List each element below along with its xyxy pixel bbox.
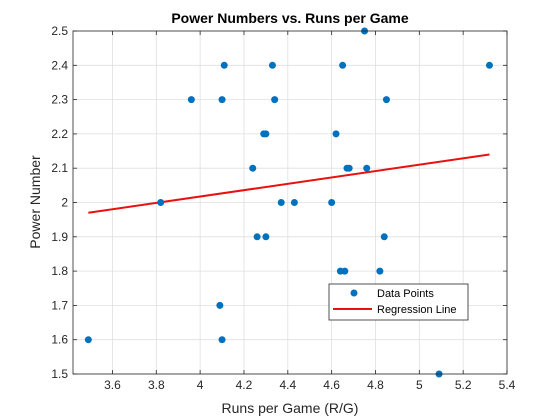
y-tick-label: 2 xyxy=(61,196,68,210)
regression-line-layer xyxy=(88,153,490,214)
legend-marker-data-points xyxy=(350,289,358,297)
data-point xyxy=(290,199,298,206)
x-axis-label: Runs per Game (R/G) xyxy=(222,400,359,416)
y-tick-label: 2.4 xyxy=(51,58,68,72)
data-point xyxy=(271,96,279,104)
chart-title: Power Numbers vs. Runs per Game xyxy=(171,10,409,26)
data-point xyxy=(380,233,388,241)
y-tick-label: 2.2 xyxy=(51,127,68,141)
data-point xyxy=(345,164,353,172)
data-point xyxy=(382,96,390,104)
data-point xyxy=(332,130,340,138)
data-point xyxy=(339,61,347,69)
legend-label-regression-line: Regression Line xyxy=(377,304,457,316)
y-tick-label: 1.8 xyxy=(51,264,68,278)
data-point xyxy=(187,96,195,104)
data-point xyxy=(249,164,257,172)
data-point xyxy=(218,336,226,344)
data-point xyxy=(277,199,285,206)
data-point xyxy=(262,130,270,138)
y-tick-label: 2.1 xyxy=(51,161,68,175)
data-point xyxy=(220,61,228,69)
data-point xyxy=(363,164,371,172)
y-tick-label: 1.9 xyxy=(51,230,68,244)
data-point xyxy=(268,61,276,69)
data-point xyxy=(84,336,92,344)
x-tick-label: 5 xyxy=(416,378,423,392)
x-tick-label: 4.4 xyxy=(279,378,296,392)
data-points-layer xyxy=(84,27,493,378)
y-axis-label: Power Number xyxy=(27,155,43,249)
legend-box xyxy=(328,283,469,321)
y-tick-label: 2.5 xyxy=(51,24,68,38)
data-point xyxy=(157,199,165,206)
data-point xyxy=(218,96,226,104)
y-tick-label: 1.5 xyxy=(51,367,68,381)
x-tick-label: 3.6 xyxy=(104,378,121,392)
data-point xyxy=(262,233,270,241)
data-point xyxy=(341,267,349,275)
legend-label-data-points: Data Points xyxy=(377,288,434,300)
legend: Data Points Regression Line xyxy=(328,283,469,321)
data-point xyxy=(216,301,224,309)
y-tick-label: 1.7 xyxy=(51,298,68,312)
data-point xyxy=(376,267,384,275)
ticks: 3.6 3.8 4 4.2 4.4 4.6 4.8 5 5.2 5.4 1.5 1.6 1.7 1.8 1.… xyxy=(51,24,515,392)
x-tick-label: 4.2 xyxy=(236,378,253,392)
data-point xyxy=(253,233,261,241)
x-tick-label: 3.8 xyxy=(148,378,165,392)
x-tick-label: 5.2 xyxy=(455,378,472,392)
y-tick-label: 2.3 xyxy=(51,93,68,107)
x-tick-label: 4.6 xyxy=(323,378,340,392)
data-point xyxy=(485,61,493,69)
data-point xyxy=(328,199,336,206)
x-tick-label: 4 xyxy=(197,378,204,392)
x-tick-label: 4.8 xyxy=(367,378,384,392)
y-tick-label: 1.6 xyxy=(51,333,68,347)
regression-line xyxy=(88,153,490,214)
x-tick-label: 5.4 xyxy=(499,378,516,392)
